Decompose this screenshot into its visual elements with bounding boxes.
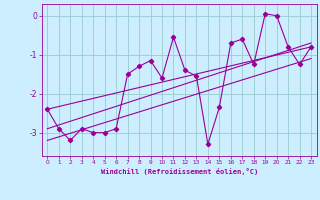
X-axis label: Windchill (Refroidissement éolien,°C): Windchill (Refroidissement éolien,°C)	[100, 168, 258, 175]
